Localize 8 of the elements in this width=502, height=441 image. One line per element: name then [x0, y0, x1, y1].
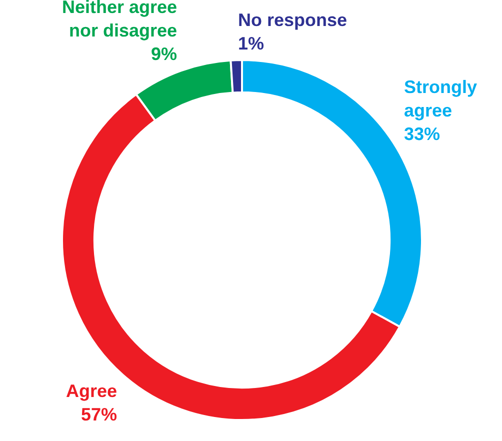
- slice-label: No response: [238, 10, 348, 30]
- data-label: 33%: [404, 124, 440, 144]
- data-label: 1%: [238, 33, 264, 54]
- data-label: 9%: [151, 44, 178, 64]
- data-label: 57%: [81, 404, 118, 424]
- slice-label: Neither agree nor disagree: [62, 0, 178, 40]
- slice-label: Strongly agree: [404, 77, 478, 120]
- slice-label: Agree: [66, 381, 118, 401]
